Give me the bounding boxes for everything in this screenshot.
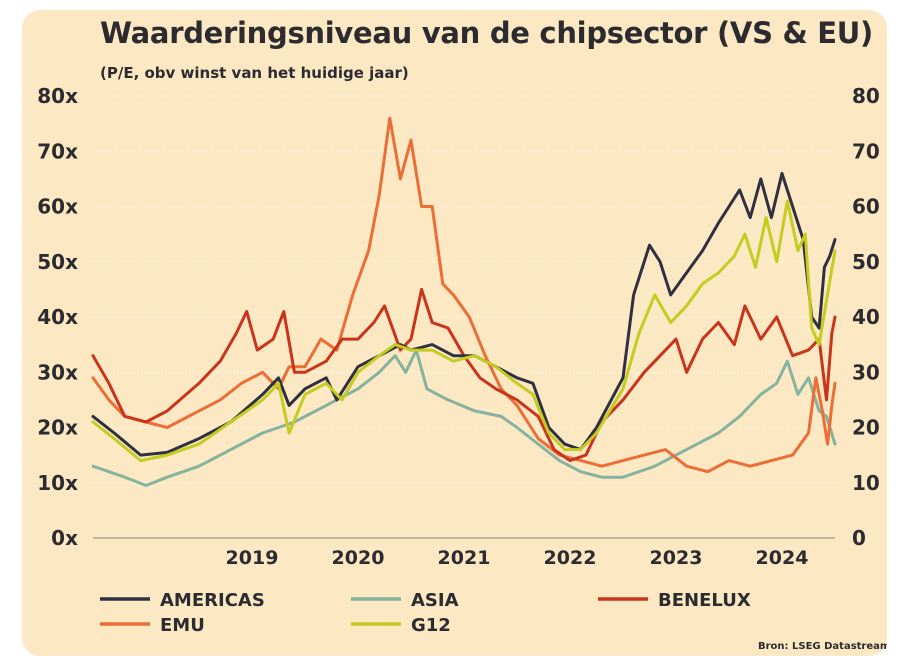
source-note: Bron: LSEG Datastream — [758, 641, 887, 652]
legend-label-g12: G12 — [411, 615, 451, 636]
chart-card — [22, 10, 887, 656]
y-tick-label-right: 70 — [852, 139, 880, 163]
y-tick-label-right: 10 — [852, 471, 880, 495]
legend-label-americas: AMERICAS — [160, 590, 265, 611]
y-tick-label-left: 30x — [37, 360, 78, 384]
x-tick-label: 2021 — [438, 547, 491, 569]
y-tick-label-left: 40x — [37, 305, 78, 329]
y-tick-label-left: 0x — [51, 526, 78, 550]
y-tick-label-left: 10x — [37, 471, 78, 495]
y-tick-label-left: 70x — [37, 139, 78, 163]
y-tick-label-right: 50 — [852, 250, 880, 274]
x-tick-label: 2024 — [756, 547, 809, 569]
series-line-benelux — [91, 287, 837, 463]
series-line-g12 — [91, 199, 837, 463]
x-tick-label: 2020 — [332, 547, 385, 569]
legend-label-asia: ASIA — [411, 590, 459, 611]
y-tick-label-right: 60 — [852, 195, 880, 219]
y-tick-label-right: 40 — [852, 305, 880, 329]
series-line-americas — [91, 171, 837, 457]
y-tick-label-right: 80 — [852, 84, 880, 108]
y-tick-label-right: 20 — [852, 416, 880, 440]
y-tick-label-left: 80x — [37, 84, 78, 108]
y-tick-label-left: 50x — [37, 250, 78, 274]
y-tick-label-right: 30 — [852, 360, 880, 384]
y-tick-label-left: 60x — [37, 195, 78, 219]
x-tick-label: 2022 — [544, 547, 597, 569]
series-line-emu — [91, 116, 837, 474]
legend-label-benelux: BENELUX — [658, 590, 751, 611]
x-tick-label: 2019 — [226, 547, 279, 569]
legend-label-emu: EMU — [160, 615, 205, 636]
series-line-asia — [91, 348, 837, 487]
chart-subtitle: (P/E, obv winst van het huidige jaar) — [100, 64, 409, 82]
y-tick-label-left: 20x — [37, 416, 78, 440]
y-tick-label-right: 0 — [852, 526, 866, 550]
x-tick-label: 2023 — [650, 547, 703, 569]
chart-title: Waarderingsniveau van de chipsector (VS … — [100, 16, 873, 50]
